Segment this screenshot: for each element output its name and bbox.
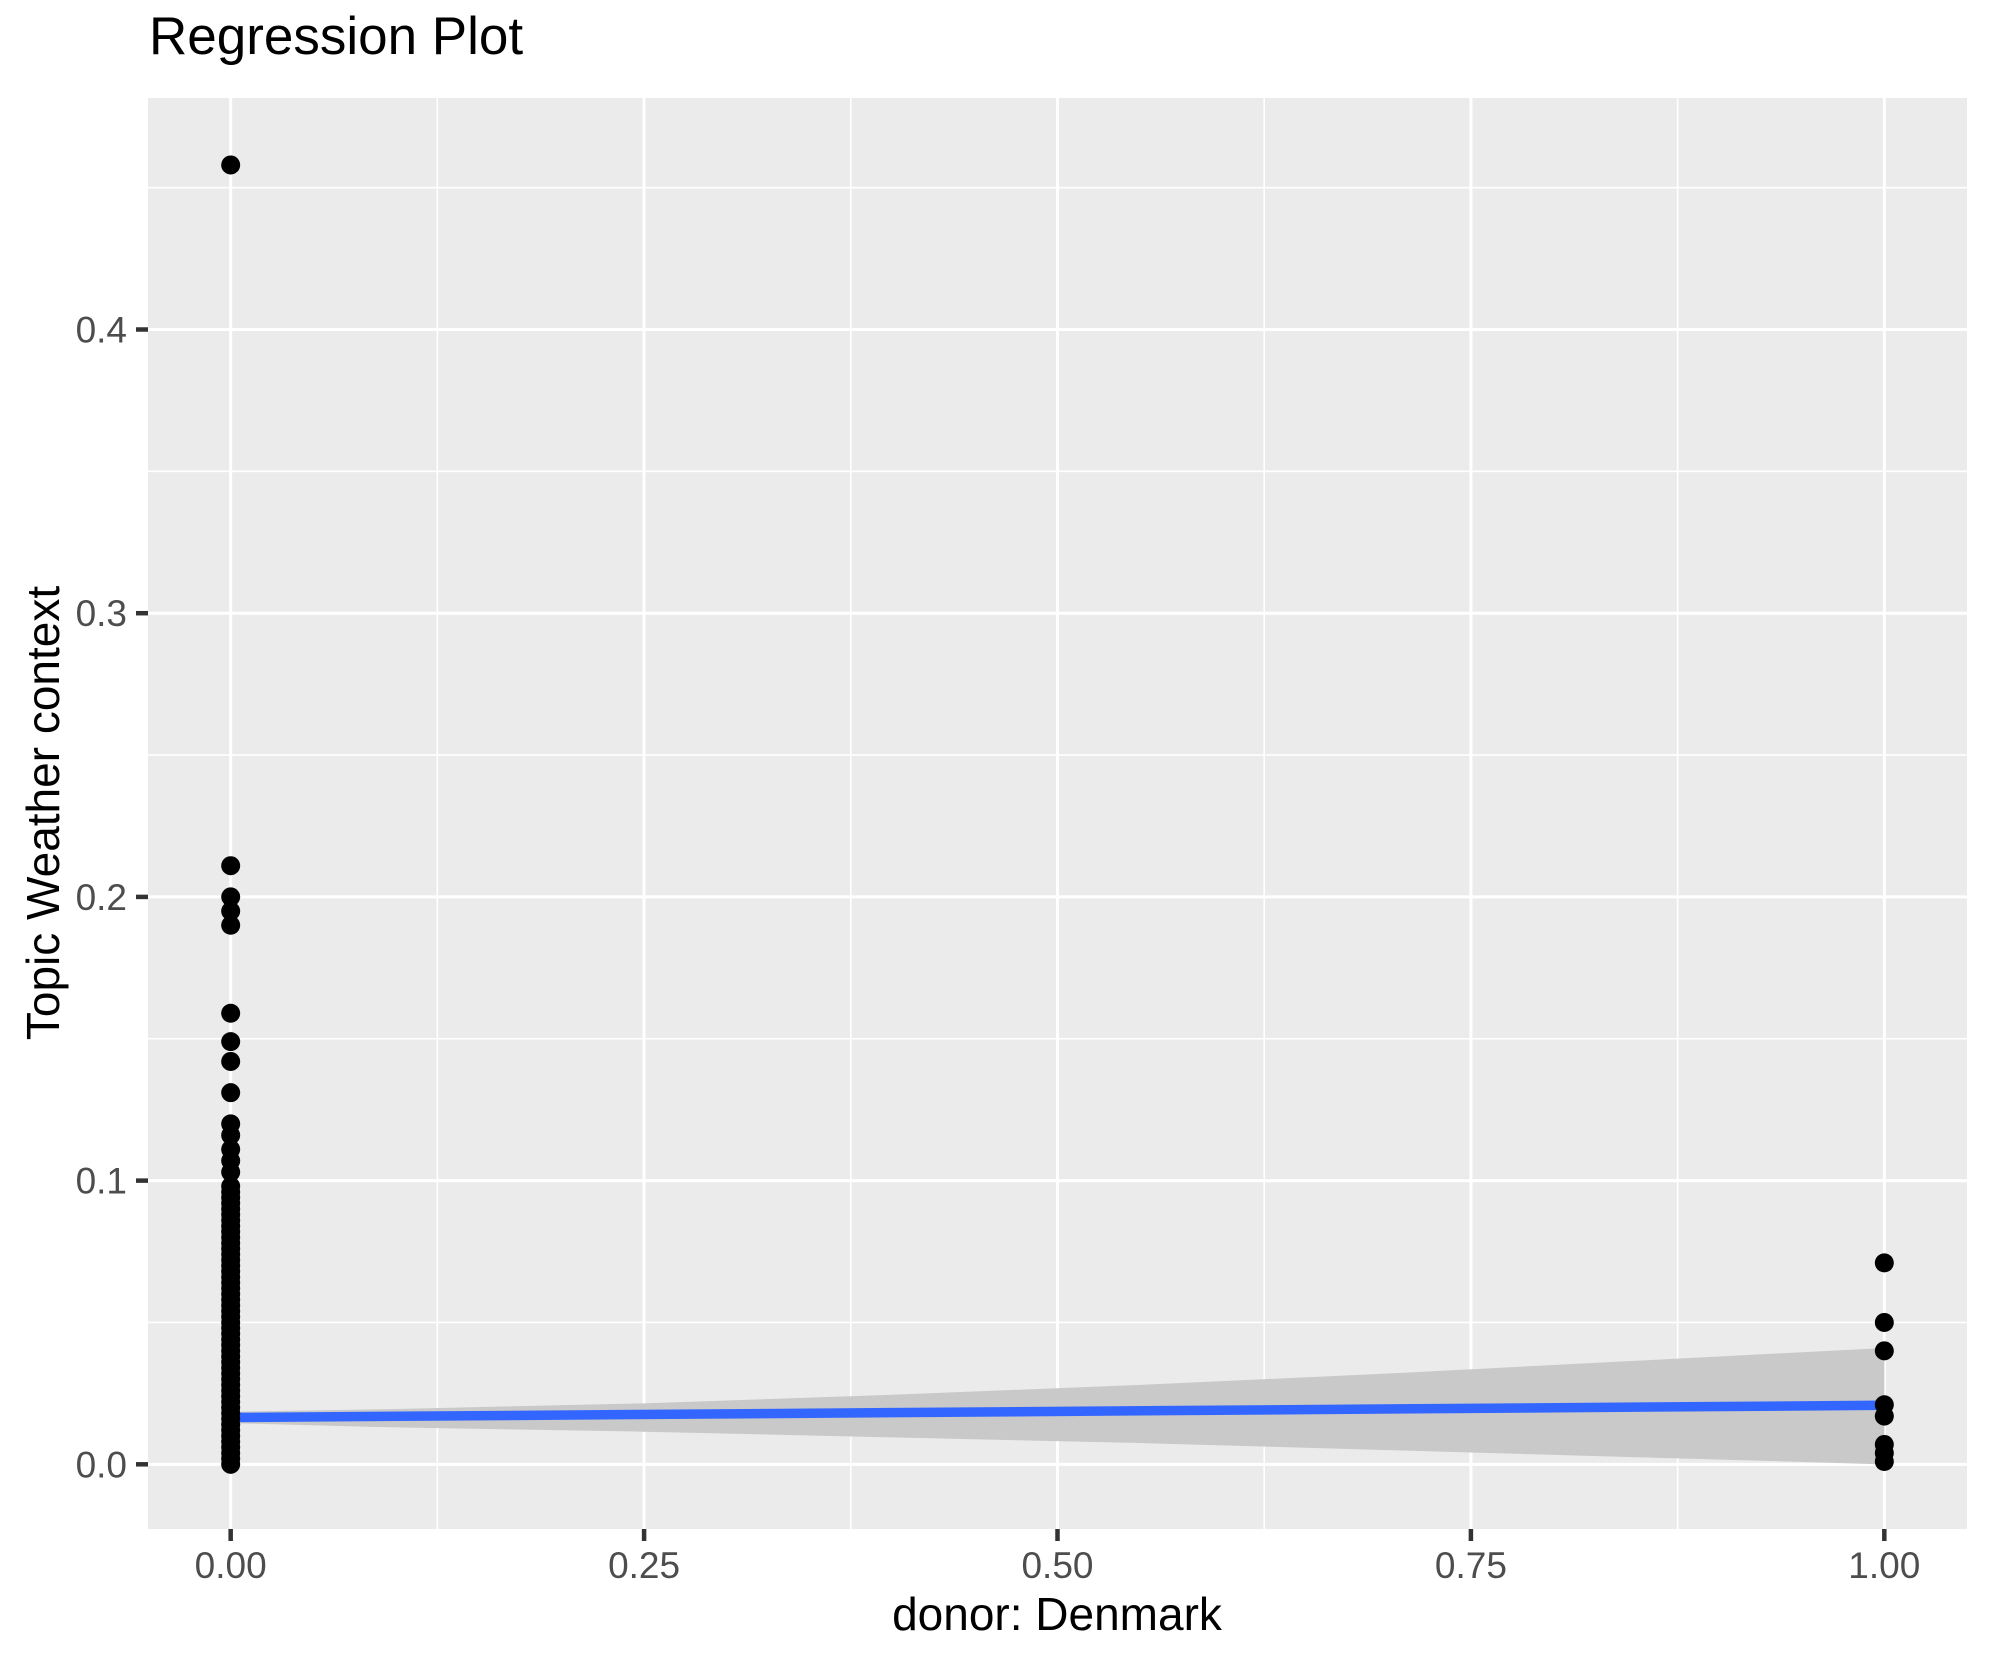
- data-point: [221, 155, 241, 175]
- x-tick-label: 0.75: [1435, 1545, 1507, 1586]
- y-tick-label: 0.3: [76, 593, 127, 634]
- x-tick-label: 0.00: [195, 1545, 267, 1586]
- data-point: [221, 1003, 241, 1023]
- data-point: [1874, 1312, 1894, 1332]
- x-tick-label: 0.25: [608, 1545, 680, 1586]
- y-tick-label: 0.1: [76, 1161, 127, 1202]
- y-tick-label: 0.4: [76, 310, 127, 351]
- data-point: [1874, 1253, 1894, 1273]
- data-point: [221, 887, 241, 907]
- data-point: [221, 915, 241, 935]
- data-point: [1874, 1451, 1894, 1471]
- data-point: [221, 1162, 241, 1182]
- x-tick-label: 0.50: [1021, 1545, 1093, 1586]
- x-tick-label: 1.00: [1848, 1545, 1920, 1586]
- confidence-ribbon: [230, 1347, 1885, 1465]
- data-point: [221, 1051, 241, 1071]
- data-point: [221, 1454, 241, 1474]
- data-point: [1874, 1406, 1894, 1426]
- data-point: [1874, 1341, 1894, 1361]
- y-tick-label: 0.2: [76, 877, 127, 918]
- y-tick-label: 0.0: [76, 1444, 127, 1485]
- data-point: [221, 901, 241, 921]
- regression-line: [230, 1400, 1885, 1423]
- data-point: [221, 1032, 241, 1052]
- plot-title: Regression Plot: [149, 7, 524, 66]
- data-point: [221, 856, 241, 876]
- x-axis-title: donor: Denmark: [892, 1588, 1222, 1640]
- data-point: [221, 1083, 241, 1103]
- data-point: [221, 1125, 241, 1145]
- y-axis-title: Topic Weather context: [17, 585, 69, 1041]
